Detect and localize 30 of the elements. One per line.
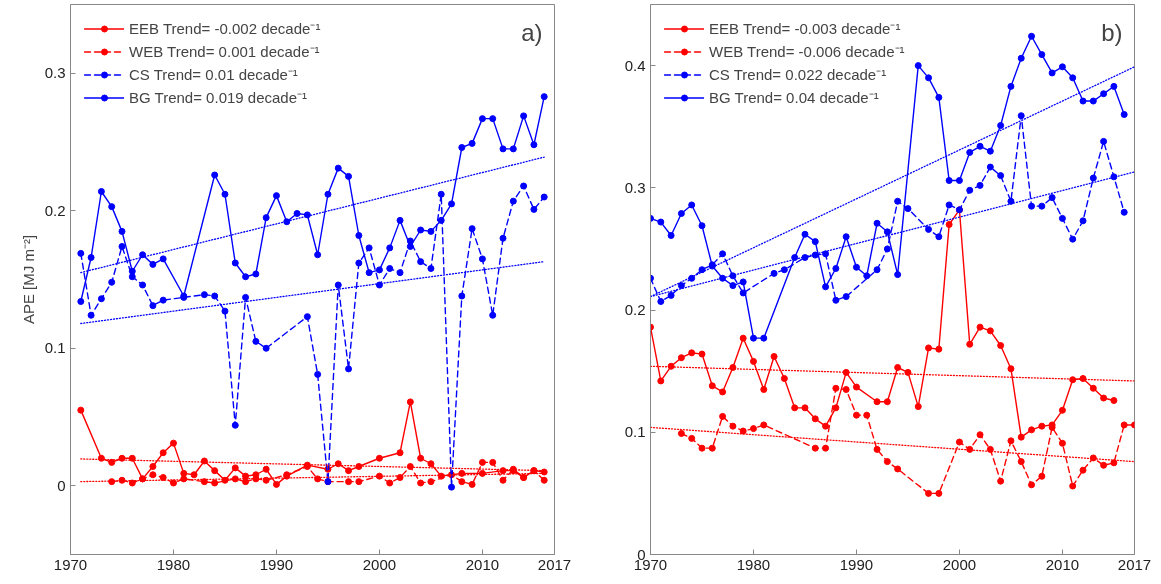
y-tick-label: 0.2	[44, 201, 66, 219]
annotation: a)	[521, 18, 543, 46]
legend-label: CS Trend= 0.01 decade⁻¹	[129, 65, 298, 84]
legend-label: BG Trend= 0.019 decade⁻¹	[129, 88, 308, 107]
legend-label: CS Trend= 0.022 decade⁻¹	[709, 65, 887, 84]
legend-label: EEB Trend= -0.002 decade⁻¹	[129, 19, 321, 38]
y-tick-label: 0.1	[44, 339, 66, 357]
x-tick-label: 2000	[362, 555, 397, 573]
y-tick-label: 0.2	[624, 301, 646, 319]
legend-label: WEB Trend= -0.006 decade⁻¹	[709, 42, 905, 61]
legend-label: BG Trend= 0.04 decade⁻¹	[709, 88, 879, 107]
x-tick-label: 1970	[53, 555, 88, 573]
annotation: b)	[1101, 18, 1123, 46]
x-tick-label: 1990	[259, 555, 294, 573]
x-tick-label: 1980	[736, 555, 771, 573]
x-tick-label: 1990	[839, 555, 874, 573]
x-tick-label: 2010	[465, 555, 500, 573]
y-tick-label: 0.3	[624, 178, 646, 196]
legend-label: WEB Trend= 0.001 decade⁻¹	[129, 42, 320, 61]
y-tick-label: 0.1	[624, 423, 646, 441]
x-tick-label: 2017	[1117, 555, 1152, 573]
legend-label: EEB Trend= -0.003 decade⁻¹	[709, 19, 901, 38]
x-tick-label: 2010	[1045, 555, 1080, 573]
y-tick-label: 0.4	[624, 56, 646, 74]
x-tick-label: 2000	[942, 555, 977, 573]
y-tick-label: 0.3	[44, 64, 66, 82]
y-axis-title: APE [MJ m⁻²]	[19, 234, 37, 325]
x-tick-label: 2017	[537, 555, 572, 573]
y-tick-label: 0	[57, 476, 66, 494]
x-tick-label: 1980	[156, 555, 191, 573]
